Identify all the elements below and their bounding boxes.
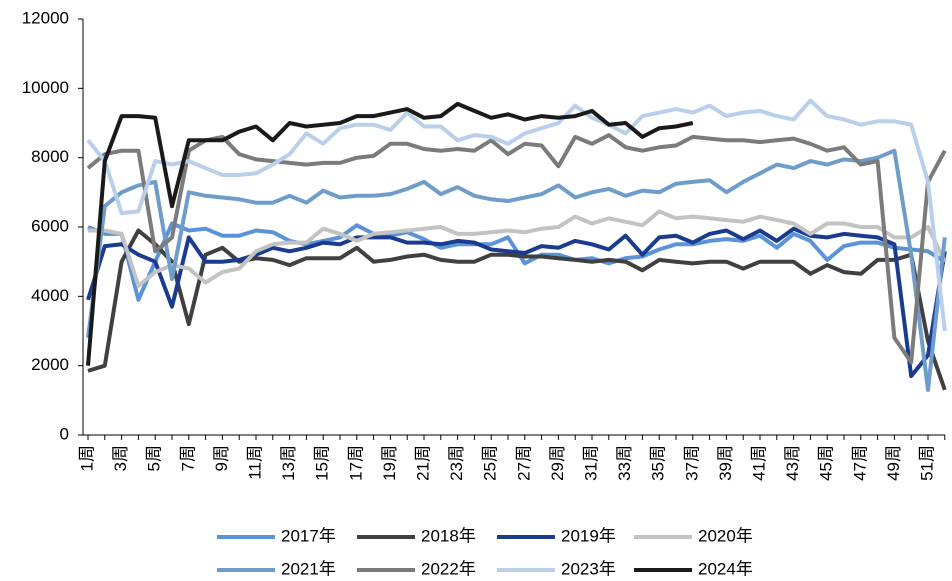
series-line (86, 133, 947, 365)
legend-label: 2017年 (281, 526, 336, 545)
y-tick-label: 0 (60, 424, 69, 443)
x-tick-label: 31周 (581, 445, 600, 481)
x-tick-label: 11周 (245, 445, 264, 480)
y-tick-label: 6000 (31, 216, 69, 235)
series-line (86, 98, 947, 332)
series-line (86, 226, 947, 379)
legend-label: 2019年 (561, 526, 616, 545)
series-line (88, 209, 947, 288)
x-tick-label: 23周 (447, 445, 466, 481)
y-tick-label: 2000 (31, 355, 69, 374)
x-tick-label: 17周 (346, 445, 365, 481)
x-tick-label: 19周 (380, 445, 399, 481)
x-tick-label: 15周 (313, 445, 332, 481)
x-tick-label: 43周 (783, 445, 802, 481)
series-line (86, 148, 947, 392)
legend-label: 2022年 (421, 559, 476, 578)
x-tick-label: 27周 (514, 445, 533, 481)
series-line (86, 101, 694, 366)
x-tick-label: 33周 (615, 445, 634, 481)
legend-label: 2020年 (698, 526, 753, 545)
series-line (87, 228, 947, 391)
x-tick-label: 47周 (850, 445, 869, 481)
x-tick-label: 7周 (178, 445, 197, 471)
x-tick-label: 1周 (77, 445, 96, 471)
x-tick-label: 29周 (548, 445, 567, 481)
x-tick-label: 25周 (481, 445, 500, 481)
y-tick-label: 12000 (22, 8, 69, 27)
legend-label: 2021年 (281, 559, 336, 578)
legend-label: 2024年 (698, 559, 753, 578)
y-tick-label: 4000 (31, 286, 69, 305)
x-tick-label: 9周 (212, 445, 231, 471)
x-tick-label: 37周 (682, 445, 701, 481)
y-tick-label: 10000 (22, 78, 69, 97)
x-tick-label: 13周 (279, 445, 298, 481)
legend-label: 2023年 (561, 559, 616, 578)
x-tick-label: 51周 (917, 445, 936, 481)
x-tick-label: 49周 (884, 445, 903, 481)
y-tick-label: 8000 (31, 147, 69, 166)
x-tick-label: 41周 (749, 445, 768, 481)
x-tick-label: 3周 (111, 445, 130, 471)
x-tick-label: 21周 (413, 445, 432, 481)
legend-label: 2018年 (421, 526, 476, 545)
x-tick-label: 45周 (817, 445, 836, 481)
x-tick-label: 5周 (145, 445, 164, 471)
x-tick-label: 39周 (716, 445, 735, 481)
x-tick-label: 35周 (649, 445, 668, 481)
